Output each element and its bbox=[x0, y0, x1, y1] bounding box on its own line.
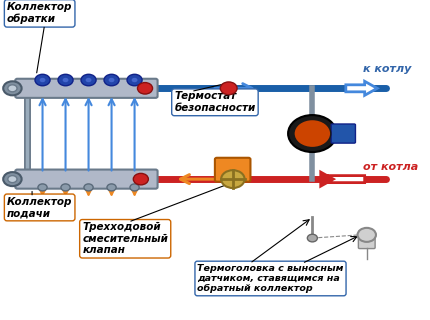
Circle shape bbox=[288, 115, 337, 152]
Circle shape bbox=[8, 85, 17, 92]
Circle shape bbox=[40, 78, 46, 82]
Circle shape bbox=[107, 184, 116, 191]
Circle shape bbox=[127, 74, 142, 86]
Circle shape bbox=[63, 78, 68, 82]
Text: Коллектор
подачи: Коллектор подачи bbox=[7, 197, 72, 218]
Circle shape bbox=[3, 172, 22, 186]
FancyBboxPatch shape bbox=[331, 124, 356, 143]
Circle shape bbox=[84, 184, 93, 191]
Circle shape bbox=[221, 170, 245, 188]
Text: Термоголовка с выносным
датчиком, ставящимся на
обратный коллектор: Термоголовка с выносным датчиком, ставящ… bbox=[197, 264, 344, 293]
Text: Термостат
безопасности: Термостат безопасности bbox=[174, 92, 255, 113]
Circle shape bbox=[138, 83, 153, 94]
FancyBboxPatch shape bbox=[358, 234, 375, 249]
Circle shape bbox=[109, 78, 114, 82]
FancyBboxPatch shape bbox=[15, 79, 157, 98]
Circle shape bbox=[358, 228, 376, 242]
Circle shape bbox=[220, 82, 237, 95]
Polygon shape bbox=[321, 172, 365, 186]
Circle shape bbox=[8, 176, 17, 183]
Circle shape bbox=[86, 78, 92, 82]
Circle shape bbox=[38, 184, 47, 191]
Circle shape bbox=[3, 81, 22, 95]
Circle shape bbox=[61, 184, 70, 191]
Circle shape bbox=[133, 173, 148, 185]
Text: от котла: от котла bbox=[362, 162, 418, 172]
Circle shape bbox=[307, 234, 317, 242]
Circle shape bbox=[294, 120, 331, 148]
FancyBboxPatch shape bbox=[15, 170, 157, 189]
Text: Коллектор
обратки: Коллектор обратки bbox=[7, 2, 72, 25]
Text: Трехходовой
смесительный
клапан: Трехходовой смесительный клапан bbox=[82, 222, 168, 255]
Circle shape bbox=[58, 74, 73, 86]
Circle shape bbox=[104, 74, 119, 86]
Polygon shape bbox=[346, 81, 377, 95]
Circle shape bbox=[132, 78, 138, 82]
Circle shape bbox=[35, 74, 50, 86]
FancyBboxPatch shape bbox=[215, 158, 250, 182]
Circle shape bbox=[130, 184, 139, 191]
Text: к котлу: к котлу bbox=[362, 64, 411, 75]
Circle shape bbox=[81, 74, 96, 86]
